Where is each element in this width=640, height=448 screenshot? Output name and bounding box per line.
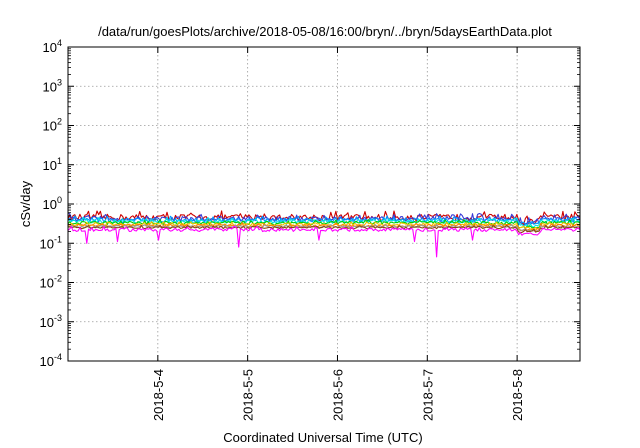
y-tick-label: 10-4 — [40, 352, 62, 369]
x-tick-label: 2018-5-8 — [510, 369, 525, 421]
series-line — [67, 219, 581, 229]
series-line — [68, 212, 581, 226]
chart-title: /data/run/goesPlots/archive/2018-05-08/1… — [98, 24, 552, 39]
y-tick-label: 103 — [43, 77, 62, 94]
x-tick-label: 2018-5-4 — [151, 369, 166, 421]
x-tick-label: 2018-5-7 — [420, 369, 435, 421]
axis-ticks — [68, 46, 580, 362]
series-line — [67, 215, 581, 226]
series-line — [67, 224, 581, 233]
y-tick-label: 102 — [43, 117, 62, 134]
y-tick-labels: 10-4 10-3 10-2 10-1 100 101 102 103 104 — [40, 38, 62, 369]
series-line — [67, 223, 581, 232]
series-line — [67, 225, 581, 258]
y-tick-label: 101 — [43, 156, 62, 173]
y-tick-label: 10-3 — [40, 313, 62, 330]
y-tick-label: 100 — [43, 195, 62, 212]
series-layer — [67, 210, 581, 258]
x-tick-label: 2018-5-6 — [330, 369, 345, 421]
grid-lines — [68, 47, 580, 361]
x-tick-labels: 2018-5-4 2018-5-5 2018-5-6 2018-5-7 2018-5-8 — [151, 369, 525, 421]
y-tick-label: 10-2 — [40, 274, 62, 291]
series-line — [67, 222, 581, 232]
series-line — [67, 217, 581, 228]
x-tick-label: 2018-5-5 — [241, 369, 256, 421]
y-axis-label: cSv/day — [18, 180, 33, 227]
x-axis-label: Coordinated Universal Time (UTC) — [223, 430, 422, 445]
y-tick-label: 104 — [43, 38, 62, 55]
y-tick-label: 10-1 — [40, 234, 62, 251]
